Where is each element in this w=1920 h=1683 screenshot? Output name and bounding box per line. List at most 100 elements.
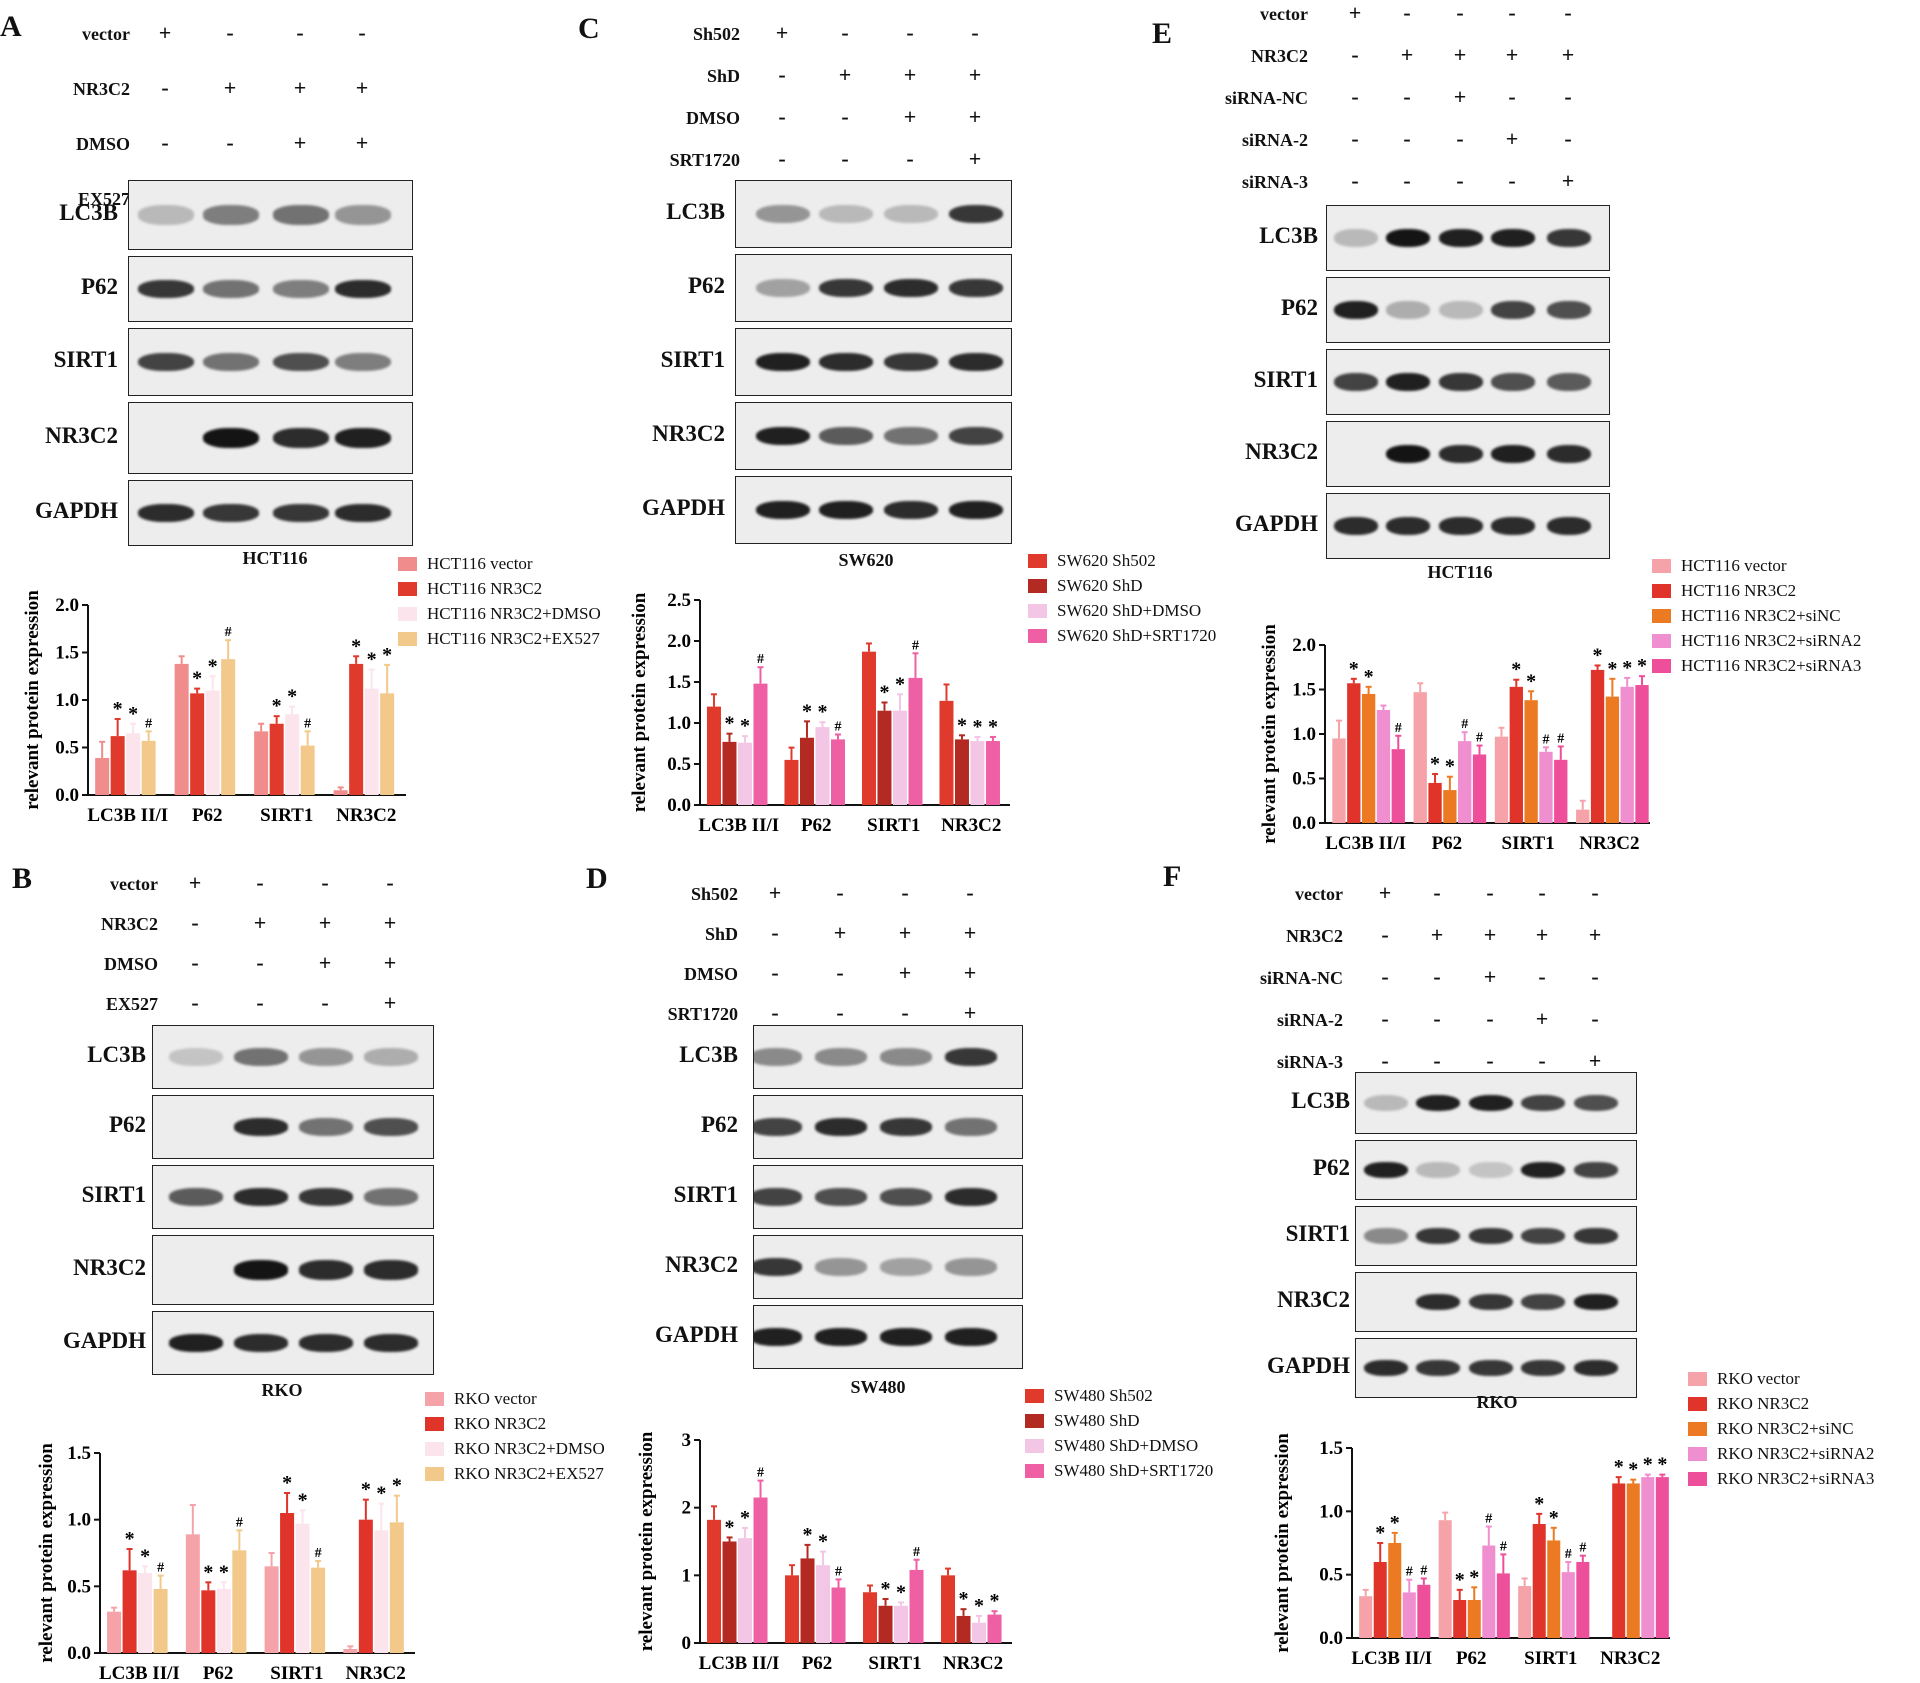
y-tick-label: 1.5 <box>67 1443 91 1464</box>
blot-band <box>756 352 810 372</box>
bar <box>190 693 205 795</box>
legend-text: SW620 Sh502 <box>1057 550 1156 570</box>
blot-band <box>879 1118 933 1136</box>
significance-mark: * <box>361 1479 371 1501</box>
blot-image <box>152 1095 434 1159</box>
bar <box>1359 1596 1373 1638</box>
x-tick-label: LC3B II/I <box>699 1653 780 1674</box>
y-tick-label: 1.0 <box>1319 1501 1343 1522</box>
blot-band <box>203 428 259 448</box>
legend-swatch <box>1652 633 1671 648</box>
condition-sign: - <box>1486 1006 1494 1031</box>
blot-band <box>1521 1161 1565 1179</box>
bar <box>254 731 269 795</box>
blot-image <box>1326 349 1610 415</box>
blot-band <box>1469 1227 1513 1245</box>
blot-band <box>884 204 938 224</box>
significance-mark: # <box>1406 1565 1413 1580</box>
blot-image <box>1355 1206 1637 1266</box>
blot-band <box>949 352 1003 372</box>
condition-label: EX527 <box>105 994 158 1014</box>
blot-band <box>298 1334 354 1352</box>
blot-image <box>1326 205 1610 271</box>
condition-sign: - <box>191 950 199 975</box>
condition-sign: - <box>161 130 169 155</box>
blot-image <box>128 256 413 322</box>
y-tick-label: 0.0 <box>67 1643 91 1664</box>
blot-band <box>273 352 329 372</box>
legend-item: HCT116 NR3C2+siRNA3 <box>1652 653 1861 678</box>
blot-label: LC3B <box>87 1042 146 1067</box>
legend-swatch <box>1028 603 1047 618</box>
y-tick-label: 2.0 <box>667 631 691 652</box>
x-tick-label: SIRT1 <box>867 815 920 836</box>
blot-image <box>152 1025 434 1089</box>
y-axis-label: relevant protein expression <box>629 592 650 812</box>
cell-line-label: RKO <box>261 1380 303 1400</box>
legend-swatch <box>1652 583 1671 598</box>
bar <box>300 745 315 795</box>
bar <box>107 1611 122 1653</box>
condition-sign: + <box>775 20 789 45</box>
blot-band <box>879 1188 933 1206</box>
condition-sign: - <box>296 20 304 45</box>
condition-sign: + <box>1453 84 1467 109</box>
legend-text: HCT116 NR3C2+siRNA2 <box>1681 630 1862 650</box>
legend-item: HCT116 NR3C2+siRNA2 <box>1652 628 1861 653</box>
blot-band <box>949 204 1003 224</box>
condition-sign: + <box>1348 0 1362 25</box>
condition-sign: - <box>1351 42 1359 67</box>
blot-band <box>335 504 391 522</box>
bar <box>1561 1572 1575 1638</box>
condition-sign: - <box>1508 0 1516 25</box>
blot-band <box>138 205 194 225</box>
significance-mark: # <box>145 716 152 731</box>
significance-mark: * <box>1593 644 1603 666</box>
condition-label: vector <box>110 874 158 894</box>
significance-mark: * <box>1390 1512 1400 1534</box>
blot-label: GAPDH <box>34 498 118 523</box>
legend-swatch <box>425 1391 444 1406</box>
bar <box>110 736 125 795</box>
blot-label: P62 <box>1280 295 1318 320</box>
condition-sign: - <box>1564 84 1572 109</box>
blot-label: LC3B <box>1291 1088 1350 1113</box>
condition-sign: + <box>188 870 202 895</box>
significance-mark: * <box>376 1483 386 1505</box>
y-axis-label: relevant protein expression <box>1272 1433 1293 1653</box>
significance-mark: * <box>988 716 998 738</box>
blot-band <box>233 1118 289 1136</box>
bar <box>358 1519 373 1653</box>
significance-mark: * <box>817 701 827 723</box>
significance-mark: * <box>802 700 812 722</box>
legend-text: SW480 Sh502 <box>1054 1385 1153 1405</box>
bar <box>863 1592 878 1643</box>
condition-label: siRNA-2 <box>1242 130 1308 150</box>
chart-legend: SW480 Sh502 SW480 ShD SW480 ShD+DMSO SW480 … <box>1025 1383 1213 1483</box>
legend-item: SW620 ShD <box>1028 573 1216 598</box>
blot-band <box>1547 373 1591 391</box>
significance-mark: * <box>724 713 734 735</box>
condition-label: Sh502 <box>692 24 740 44</box>
condition-sign: - <box>778 104 786 129</box>
blot-band <box>1491 229 1535 247</box>
y-tick-label: 2 <box>682 1498 692 1519</box>
blot-band <box>1416 1161 1460 1179</box>
bar <box>985 741 1000 805</box>
cell-line-label: SW480 <box>850 1377 906 1397</box>
bar <box>894 1605 909 1643</box>
blot-label: SIRT1 <box>53 347 118 372</box>
legend-text: HCT116 vector <box>1681 555 1787 575</box>
x-tick-label: NR3C2 <box>941 815 1001 836</box>
bar <box>364 688 379 795</box>
condition-sign: + <box>1561 42 1575 67</box>
significance-mark: * <box>1430 753 1440 775</box>
significance-mark: # <box>1395 721 1402 736</box>
bar <box>1554 759 1568 823</box>
significance-mark: * <box>272 695 282 717</box>
significance-mark: * <box>1469 1566 1479 1588</box>
significance-mark: * <box>1628 1459 1638 1481</box>
y-tick-label: 0.0 <box>667 795 691 816</box>
legend-swatch <box>1025 1388 1044 1403</box>
